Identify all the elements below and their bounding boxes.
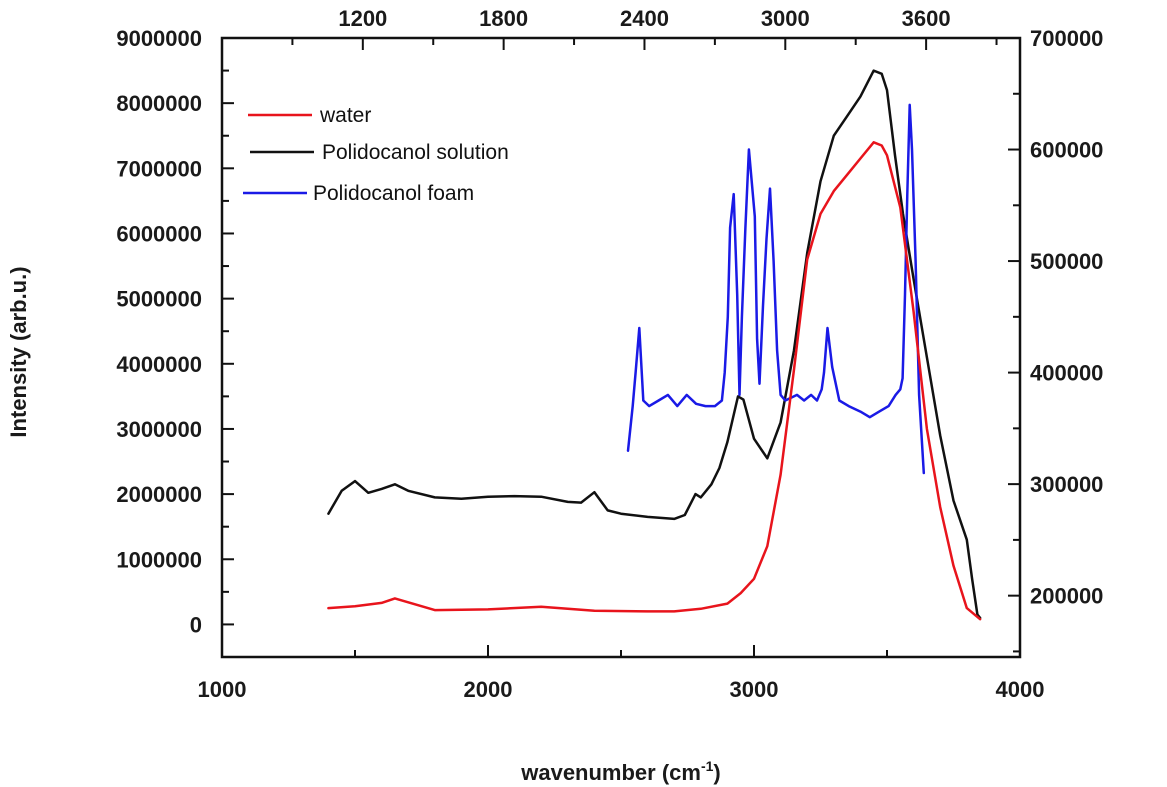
y-axis-title: Intensity (arb.u.) (6, 266, 31, 437)
legend-label: Polidocanol foam (313, 182, 474, 205)
series-line-polidocanol-foam (626, 103, 926, 475)
y-tick-label: 0 (190, 612, 202, 637)
y-tick-label: 9000000 (116, 26, 202, 51)
top-tick-label: 1800 (479, 6, 528, 31)
right-tick-label: 200000 (1030, 584, 1103, 609)
y-tick-label: 1000000 (116, 547, 202, 572)
x-axis-title-superscript: -1 (701, 758, 714, 774)
top-tick-label: 3600 (902, 6, 951, 31)
right-tick-label: 500000 (1030, 249, 1103, 274)
plot-frame (220, 36, 1022, 659)
x-tick-label: 4000 (996, 677, 1045, 702)
right-tick-label: 600000 (1030, 138, 1103, 163)
right-tick-label: 300000 (1030, 472, 1103, 497)
x-axis-title-end: ) (713, 760, 720, 785)
top-tick-label: 3000 (761, 6, 810, 31)
x-axis-title: wavenumber (cm-1) (520, 758, 721, 785)
legend-label: water (319, 104, 371, 127)
series-layer (327, 69, 982, 621)
series-line-water (327, 141, 982, 621)
y-tick-label: 2000000 (116, 482, 202, 507)
x-tick-label: 1000 (198, 677, 247, 702)
x-tick-label: 2000 (464, 677, 513, 702)
x-tick-label: 3000 (730, 677, 779, 702)
legend-label: Polidocanol solution (322, 141, 509, 164)
y-tick-label: 8000000 (116, 91, 202, 116)
y-tick-label: 6000000 (116, 221, 202, 246)
right-tick-label: 700000 (1030, 26, 1103, 51)
top-tick-label: 2400 (620, 6, 669, 31)
top-tick-label: 1200 (338, 6, 387, 31)
y-tick-label: 4000000 (116, 352, 202, 377)
right-axis: 200000 300000 400000 500000 600000 700000 (1008, 26, 1103, 653)
bottom-axis: 1000 2000 3000 4000 (198, 645, 1045, 702)
left-axis: 0 1000000 2000000 3000000 4000000 5000000 6000… (116, 26, 234, 658)
right-tick-label: 400000 (1030, 361, 1103, 386)
legend: water Polidocanol solution Polidocanol foa… (243, 104, 509, 205)
y-tick-label: 5000000 (116, 287, 202, 312)
y-tick-label: 7000000 (116, 156, 202, 181)
top-axis: 1200 1800 2400 3000 3600 (291, 6, 998, 50)
y-tick-label: 3000000 (116, 417, 202, 442)
series-line-polidocanol-solution (327, 69, 982, 620)
